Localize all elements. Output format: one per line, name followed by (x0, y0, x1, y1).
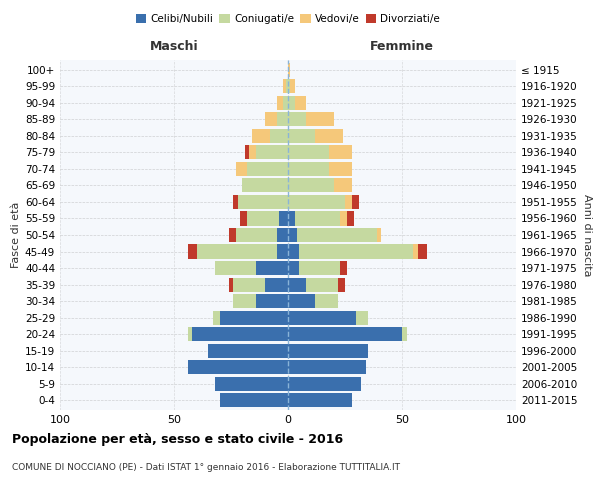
Bar (306, 278, 338, 291)
Bar (283, 96, 288, 110)
Bar (220, 310, 288, 324)
Bar (288, 162, 329, 176)
Bar (288, 212, 295, 226)
Bar (340, 261, 347, 275)
Bar (299, 261, 340, 275)
Y-axis label: Fasce di età: Fasce di età (11, 202, 21, 268)
Bar (192, 327, 288, 341)
Bar (288, 376, 361, 390)
Bar (356, 310, 368, 324)
Bar (338, 278, 345, 291)
Bar (229, 278, 233, 291)
Bar (236, 162, 247, 176)
Bar (240, 212, 247, 226)
Bar (297, 228, 377, 242)
Text: COMUNE DI NOCCIANO (PE) - Dati ISTAT 1° gennaio 2016 - Elaborazione TUTTITALIA.I: COMUNE DI NOCCIANO (PE) - Dati ISTAT 1° … (12, 462, 400, 471)
Bar (288, 294, 316, 308)
Bar (288, 310, 356, 324)
Bar (265, 278, 288, 291)
Bar (277, 112, 288, 126)
Bar (233, 294, 256, 308)
Bar (188, 327, 192, 341)
Bar (245, 146, 249, 160)
Bar (316, 129, 343, 143)
Bar (290, 80, 295, 94)
Bar (288, 80, 290, 94)
Bar (329, 162, 352, 176)
Bar (288, 63, 290, 77)
Bar (288, 393, 352, 407)
Bar (277, 228, 288, 242)
Bar (247, 212, 279, 226)
Bar (279, 212, 288, 226)
Bar (418, 244, 427, 258)
Bar (288, 360, 365, 374)
Bar (256, 261, 288, 275)
Bar (277, 96, 283, 110)
Bar (288, 129, 316, 143)
Bar (288, 178, 334, 192)
Bar (256, 146, 288, 160)
Legend: Celibi/Nubili, Coniugati/e, Vedovi/e, Divorziati/e: Celibi/Nubili, Coniugati/e, Vedovi/e, Di… (131, 10, 445, 29)
Text: Maschi: Maschi (149, 40, 199, 54)
Bar (288, 244, 299, 258)
Bar (242, 178, 288, 192)
Bar (197, 244, 277, 258)
Bar (288, 228, 297, 242)
Bar (265, 112, 277, 126)
Bar (208, 344, 288, 357)
Y-axis label: Anni di nascita: Anni di nascita (582, 194, 592, 276)
Bar (249, 146, 256, 160)
Bar (229, 228, 236, 242)
Bar (288, 146, 329, 160)
Bar (233, 195, 238, 209)
Bar (299, 244, 413, 258)
Bar (377, 228, 382, 242)
Bar (247, 162, 288, 176)
Bar (188, 244, 197, 258)
Bar (277, 244, 288, 258)
Bar (220, 393, 288, 407)
Bar (283, 80, 286, 94)
Bar (256, 294, 288, 308)
Bar (213, 310, 220, 324)
Bar (215, 376, 288, 390)
Bar (413, 244, 418, 258)
Text: Femmine: Femmine (370, 40, 434, 54)
Bar (347, 212, 354, 226)
Bar (288, 195, 345, 209)
Bar (215, 261, 256, 275)
Bar (352, 195, 359, 209)
Bar (334, 178, 352, 192)
Bar (288, 344, 368, 357)
Bar (288, 278, 306, 291)
Bar (233, 278, 265, 291)
Bar (288, 327, 402, 341)
Bar (329, 146, 352, 160)
Bar (288, 96, 295, 110)
Bar (236, 228, 277, 242)
Bar (340, 212, 347, 226)
Bar (402, 327, 407, 341)
Bar (286, 80, 288, 94)
Bar (188, 360, 288, 374)
Bar (295, 212, 340, 226)
Bar (270, 129, 288, 143)
Bar (238, 195, 288, 209)
Bar (251, 129, 270, 143)
Bar (288, 261, 299, 275)
Bar (316, 294, 338, 308)
Text: Popolazione per età, sesso e stato civile - 2016: Popolazione per età, sesso e stato civil… (12, 432, 343, 446)
Bar (295, 96, 306, 110)
Bar (345, 195, 352, 209)
Bar (288, 112, 306, 126)
Bar (306, 112, 334, 126)
